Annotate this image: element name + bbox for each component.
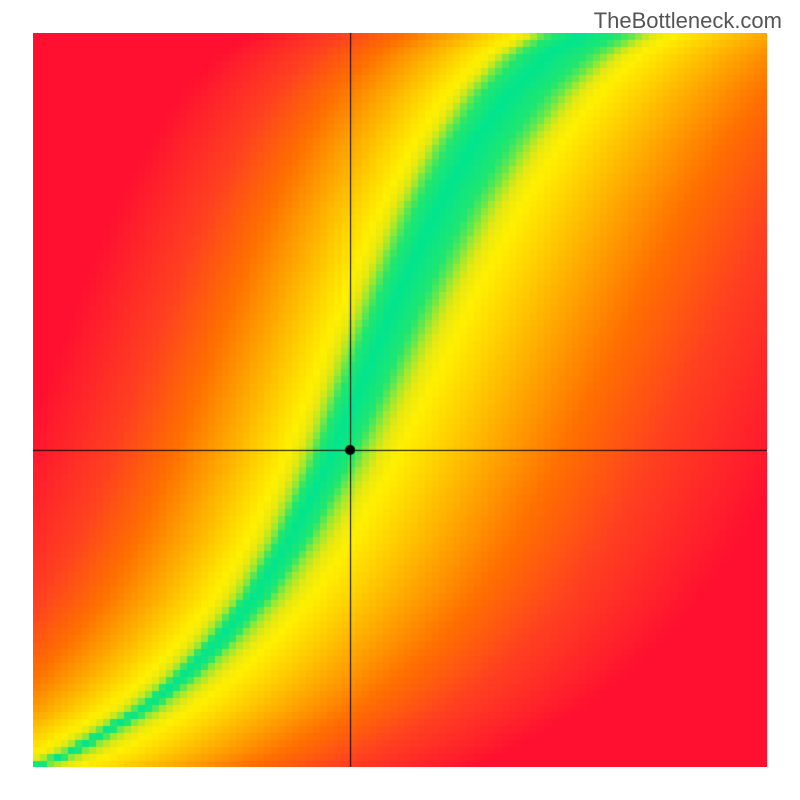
heatmap-chart — [33, 33, 767, 767]
watermark-text: TheBottleneck.com — [594, 8, 782, 34]
